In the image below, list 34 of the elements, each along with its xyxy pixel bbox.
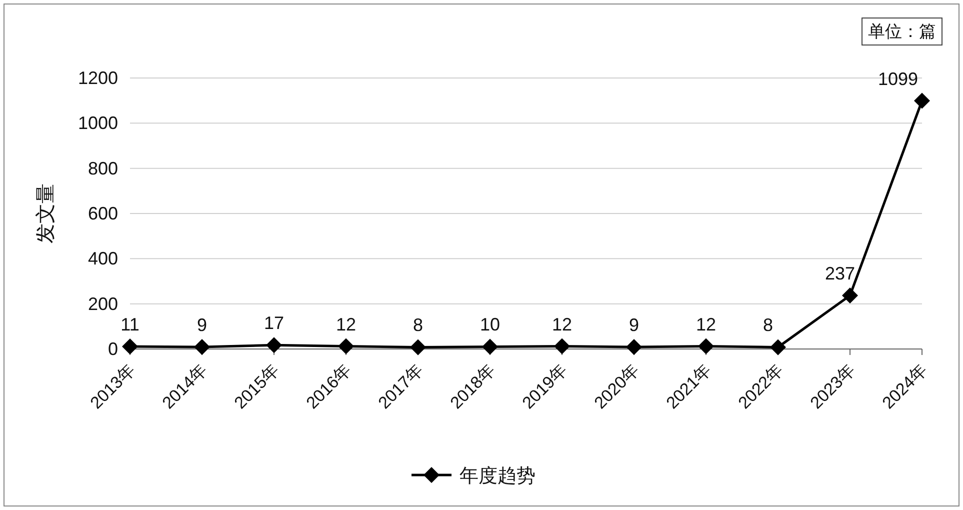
data-label: 12	[696, 314, 716, 334]
y-tick-label: 400	[88, 248, 118, 269]
point	[554, 338, 570, 354]
point	[482, 338, 498, 355]
point	[842, 287, 858, 304]
y-tick-label: 200	[88, 294, 118, 314]
point	[194, 338, 210, 355]
point	[410, 339, 426, 356]
point	[698, 338, 714, 354]
y-tick-label: 600	[88, 204, 118, 224]
data-label: 10	[480, 314, 500, 335]
point	[122, 338, 138, 355]
data-label: 11	[120, 314, 140, 335]
y-tick-label: 1200	[78, 68, 118, 88]
data-label: 17	[264, 313, 284, 334]
point	[914, 92, 930, 109]
legend-label: 年度趋势	[460, 465, 536, 487]
data-label: 12	[552, 314, 572, 334]
text: 单位：篇	[868, 22, 936, 41]
y-tick-label: 1000	[78, 113, 118, 134]
data-label: 9	[628, 314, 640, 335]
data-label: 1099	[878, 68, 918, 89]
point	[626, 338, 642, 355]
point	[338, 338, 354, 354]
data-label: 237	[824, 263, 856, 284]
data-label: 8	[412, 315, 424, 336]
point	[266, 337, 282, 354]
data-label: 8	[762, 315, 774, 336]
point	[770, 339, 786, 356]
data-label: 9	[196, 314, 208, 335]
y-tick-label: 800	[88, 158, 118, 178]
y-axis-title: 发文量	[35, 184, 57, 244]
y-tick-label: 0	[108, 339, 118, 359]
data-label: 12	[336, 314, 356, 334]
